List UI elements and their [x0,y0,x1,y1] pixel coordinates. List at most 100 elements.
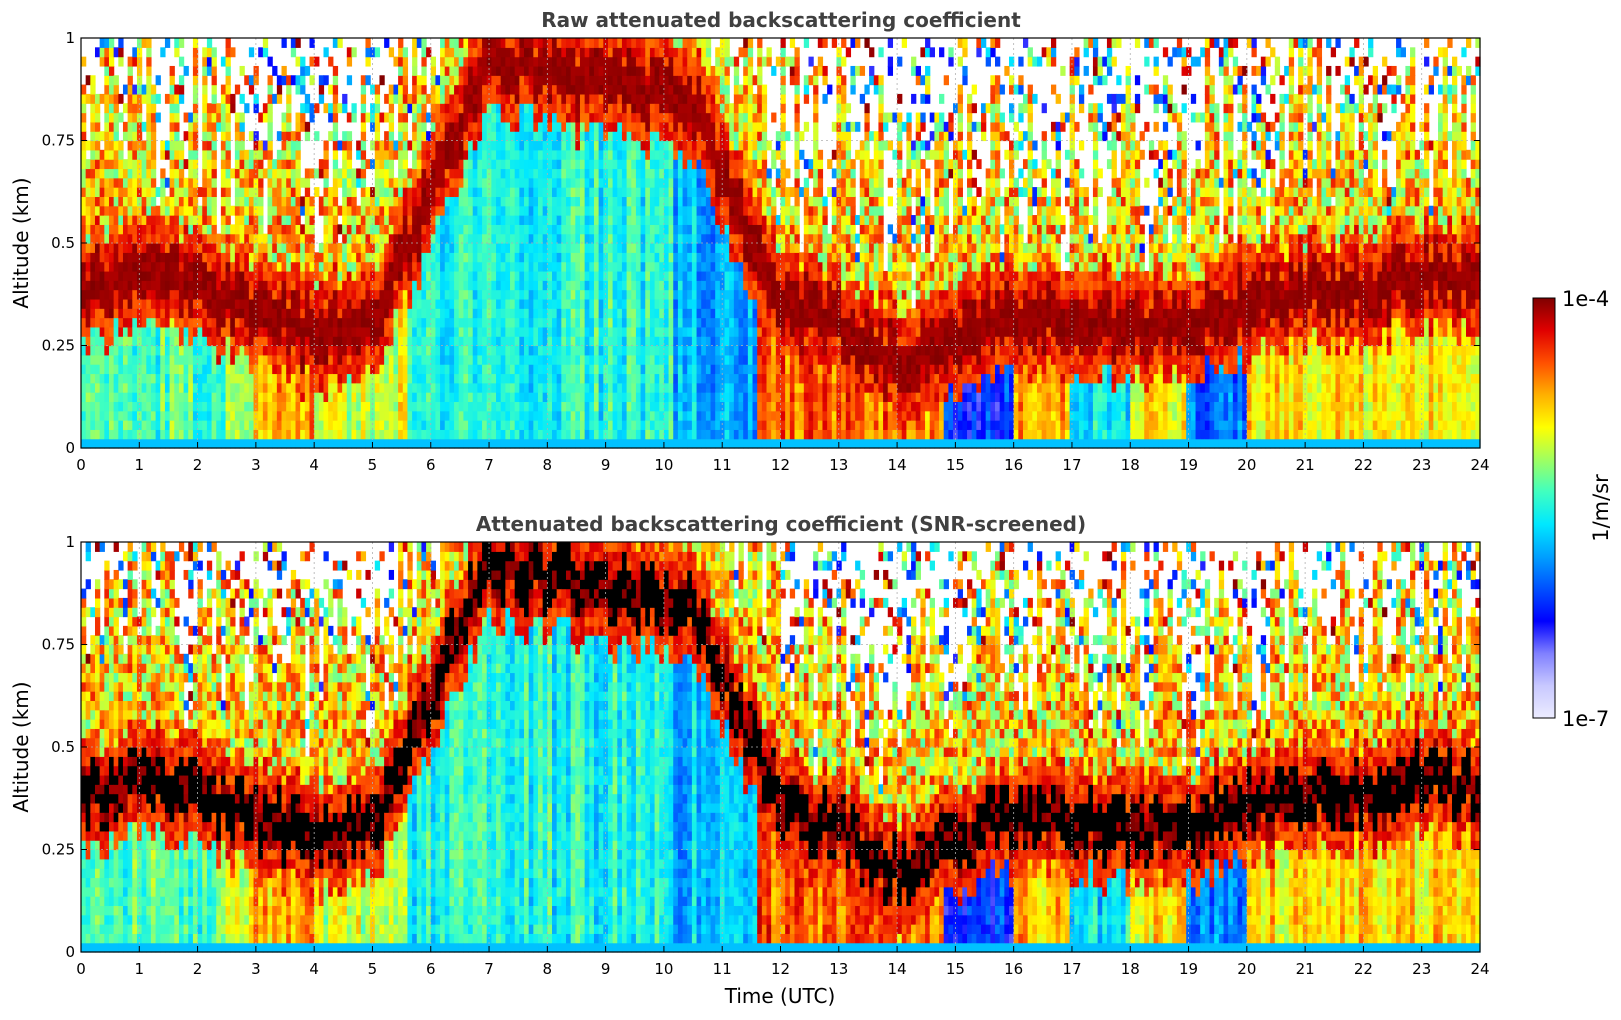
heatmap-cell [519,299,524,309]
heatmap-cell [337,411,342,421]
heatmap-cell [375,131,380,141]
heatmap-cell [393,57,398,67]
heatmap-cell [585,75,590,85]
heatmap-cell [617,234,622,244]
heatmap-cell [608,47,613,57]
heatmap-cell [258,401,263,411]
heatmap-cell [202,113,207,123]
heatmap-cell [403,420,408,430]
heatmap-cell [90,318,95,328]
heatmap-cell [244,252,249,262]
heatmap-cell [114,373,119,383]
heatmap-cell [655,336,660,346]
heatmap-cell [109,262,114,272]
heatmap-cell [323,196,328,206]
heatmap-cell [230,47,235,57]
heatmap-cell [435,113,440,123]
heatmap-cell [86,373,91,383]
heatmap-cell [566,75,571,85]
heatmap-cell [510,38,515,48]
heatmap-cell [361,75,366,85]
heatmap-cell [235,383,240,393]
heatmap-cell [351,429,356,439]
heatmap-cell [589,262,594,272]
heatmap-cell [202,85,207,95]
heatmap-cell [375,392,380,402]
heatmap-cell [398,336,403,346]
heatmap-cell [477,271,482,281]
heatmap-cell [282,168,287,178]
heatmap-cell [95,178,100,188]
heatmap-cell [608,392,613,402]
heatmap-cell [151,234,156,244]
heatmap-cell [435,252,440,262]
heatmap-cell [403,75,408,85]
heatmap-cell [160,346,165,356]
heatmap-cell [571,47,576,57]
heatmap-cell [100,290,105,300]
heatmap-cell [440,47,445,57]
heatmap-cell [109,290,114,300]
heatmap-cell [417,439,422,449]
heatmap-cell [333,243,338,253]
heatmap-cell [529,196,534,206]
heatmap-cell [81,85,86,95]
heatmap-cell [645,66,650,76]
heatmap-cell [473,364,478,374]
heatmap-cell [165,243,170,253]
heatmap-cell [617,94,622,104]
heatmap-cell [449,429,454,439]
heatmap-cell [258,392,263,402]
heatmap-cell [566,429,571,439]
heatmap-cell [202,271,207,281]
heatmap-cell [510,141,515,151]
heatmap-cell [533,150,538,160]
heatmap-cell [179,252,184,262]
heatmap-cell [431,131,436,141]
heatmap-cell [580,66,585,76]
heatmap-cell [538,373,543,383]
heatmap-cell [389,392,394,402]
heatmap-cell [435,411,440,421]
heatmap-cell [421,439,426,449]
heatmap-cell [151,280,156,290]
heatmap-cell [90,271,95,281]
heatmap-cell [552,94,557,104]
heatmap-cell [296,75,301,85]
heatmap-cell [557,94,562,104]
heatmap-cell [118,439,123,449]
heatmap-cell [510,57,515,67]
heatmap-cell [132,141,137,151]
heatmap-cell [454,401,459,411]
heatmap-cell [622,94,627,104]
heatmap-cell [212,234,217,244]
heatmap-cell [566,113,571,123]
heatmap-cell [123,420,128,430]
heatmap-cell [198,224,203,234]
heatmap-cell [291,141,296,151]
heatmap-cell [417,252,422,262]
heatmap-cell [477,94,482,104]
heatmap-cell [356,178,361,188]
heatmap-cell [146,168,151,178]
heatmap-cell [557,75,562,85]
heatmap-cell [421,141,426,151]
heatmap-cell [491,75,496,85]
heatmap-cell [477,206,482,216]
heatmap-cell [431,168,436,178]
heatmap-cell [342,243,347,253]
heatmap-cell [575,336,580,346]
heatmap-cell [221,299,226,309]
heatmap-cell [86,224,91,234]
heatmap-cell [617,113,622,123]
heatmap-cell [571,392,576,402]
heatmap-cell [650,262,655,272]
heatmap-cell [608,429,613,439]
heatmap-cell [114,243,119,253]
heatmap-cell [207,290,212,300]
heatmap-cell [571,150,576,160]
heatmap-cell [263,308,268,318]
heatmap-cell [305,262,310,272]
heatmap-cell [249,429,254,439]
heatmap-cell [650,75,655,85]
